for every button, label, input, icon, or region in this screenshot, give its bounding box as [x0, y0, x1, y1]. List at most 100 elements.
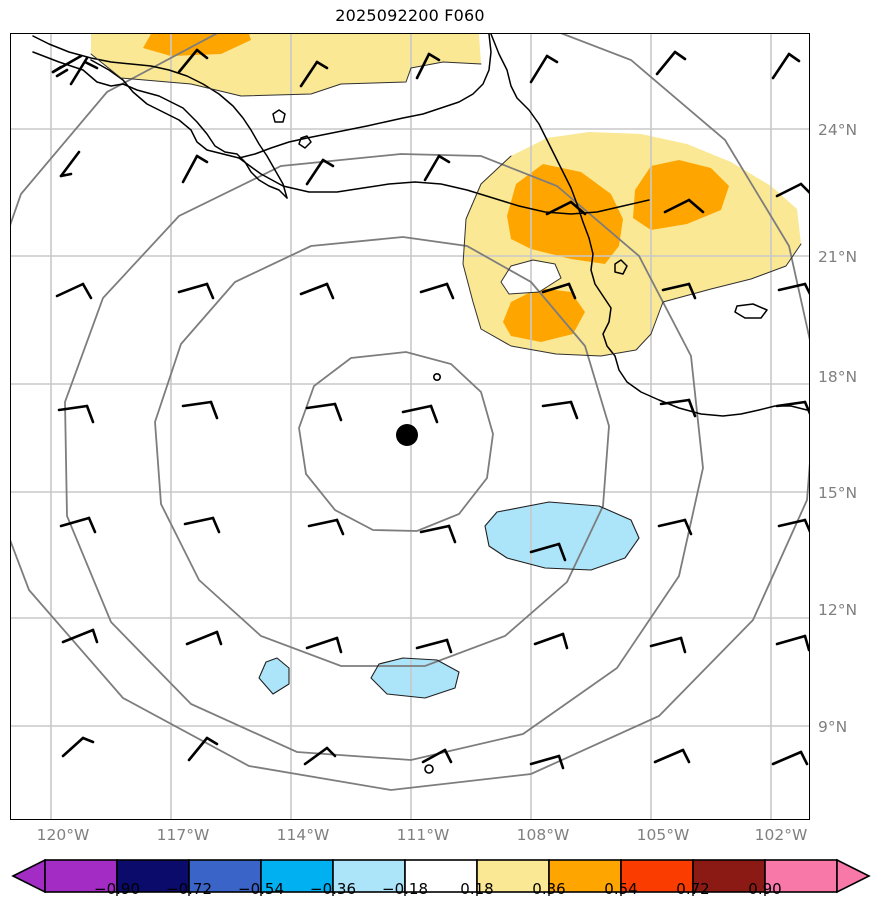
minor-marker-2	[424, 764, 434, 774]
wind-barb	[653, 748, 691, 764]
colorbar-swatch-0	[44, 859, 118, 893]
y-tick-label-2: 18°N	[818, 368, 858, 386]
map-plot-area	[10, 33, 810, 820]
map-canvas	[11, 34, 809, 819]
colorbar-swatch-4	[332, 859, 406, 893]
wind-barb	[69, 56, 99, 86]
wind-barb	[57, 404, 95, 424]
contour-line-se-blue	[484, 501, 640, 571]
colorbar-tick-label-7: 0.54	[604, 880, 638, 898]
wind-barb	[299, 282, 335, 300]
colorbar-tick-label-5: 0.18	[460, 880, 494, 898]
wind-barb	[777, 518, 809, 533]
chart-title: 2025092200 F060	[335, 6, 485, 25]
colorbar-tick-label-4: −0.18	[382, 880, 428, 898]
y-tick-label-5: 9°N	[818, 718, 848, 736]
coastline-us-border	[90, 34, 492, 159]
colorbar-swatch-3	[260, 859, 334, 893]
coastline-island-3	[734, 303, 768, 319]
colorbar-swatch-7	[548, 859, 622, 893]
range-ring-third	[64, 153, 704, 761]
wind-barb	[187, 736, 219, 762]
colorbar-tick-label-1: −0.72	[166, 880, 212, 898]
x-tick-label-4: 108°W	[516, 826, 570, 844]
wind-barb	[655, 50, 687, 76]
colorbar-swatch-1	[116, 859, 190, 893]
wind-barb	[771, 52, 801, 80]
wind-barb	[59, 516, 97, 534]
coastlines	[32, 34, 808, 699]
contour-band-negative-low-s1	[259, 658, 289, 694]
contour-line-nw	[90, 53, 482, 97]
wind-barb	[51, 54, 83, 78]
x-tick-label-2: 114°W	[276, 826, 330, 844]
wind-barb	[777, 282, 809, 295]
wind-barb	[305, 158, 335, 186]
wind-barb	[183, 516, 221, 534]
contour-line-s-blue-2	[370, 657, 460, 699]
coastline-island-4	[614, 259, 628, 275]
contour-band-positive-mid-ne-3	[503, 288, 585, 342]
wind-barb	[541, 282, 577, 300]
wind-barb	[55, 282, 93, 300]
range-ring-second	[154, 236, 610, 667]
contour-line-ne	[462, 155, 802, 357]
y-tick-label-1: 21°N	[818, 248, 858, 266]
wind-barb	[307, 518, 345, 536]
contour-line-s-blue-1	[258, 657, 290, 695]
colorbar-tick-label-9: 0.90	[748, 880, 782, 898]
x-tick-label-6: 102°W	[754, 826, 808, 844]
wind-barb	[401, 404, 439, 424]
wind-barb	[305, 402, 343, 422]
wind-barb	[419, 282, 455, 300]
wind-barb	[415, 638, 453, 654]
wind-barb	[659, 398, 697, 418]
range-ring-outer	[11, 34, 809, 791]
range-rings	[11, 34, 809, 791]
colorbar-swatch-6	[476, 859, 550, 893]
wind-barb	[177, 48, 209, 74]
wind-barb	[177, 282, 215, 300]
y-tick-label-0: 24°N	[818, 121, 858, 139]
wind-barb	[541, 400, 579, 420]
colorbar-tick-label-2: −0.54	[238, 880, 284, 898]
wind-barb	[545, 200, 587, 216]
coastline-baja-gulf	[32, 35, 288, 199]
wind-barb	[529, 54, 559, 84]
wind-barb	[529, 754, 565, 770]
coastline-island-1	[272, 109, 286, 123]
colorbar-tick-label-3: −0.36	[310, 880, 356, 898]
colorbar-swatches	[11, 858, 871, 899]
x-tick-label-1: 117°W	[156, 826, 210, 844]
coastline-mainland-west	[490, 34, 808, 417]
colorbar-swatch-under	[11, 858, 46, 894]
wind-barb	[61, 628, 99, 644]
wind-barb	[61, 736, 95, 758]
wind-barb	[775, 634, 809, 652]
colorbar-tick-label-8: 0.72	[676, 880, 710, 898]
coastline-island-2	[298, 135, 312, 149]
contour-band-positive-mid-ne-2	[633, 160, 729, 230]
wind-barb	[59, 150, 81, 178]
wind-barb	[663, 198, 705, 214]
wind-barb	[533, 632, 569, 650]
wind-barb	[649, 636, 687, 654]
coastline-baja-west	[32, 51, 288, 199]
storm-center-marker	[396, 424, 418, 446]
colorbar-swatch-2	[188, 859, 262, 893]
wind-barb	[775, 400, 809, 415]
x-tick-label-0: 120°W	[36, 826, 90, 844]
coastline-border-line	[238, 157, 650, 215]
x-tick-label-3: 111°W	[396, 826, 450, 844]
wind-barb	[181, 400, 219, 420]
x-tick-label-5: 105°W	[636, 826, 690, 844]
wind-barb	[775, 182, 809, 198]
filled-contours	[91, 34, 801, 698]
wind-barb	[181, 154, 209, 184]
wind-barb	[303, 746, 337, 766]
colorbar-tick-label-0: −0.90	[94, 880, 140, 898]
y-tick-label-4: 12°N	[818, 601, 858, 619]
wind-barb	[529, 542, 567, 562]
wind-barbs	[51, 48, 809, 770]
range-ring-inner	[298, 351, 494, 532]
